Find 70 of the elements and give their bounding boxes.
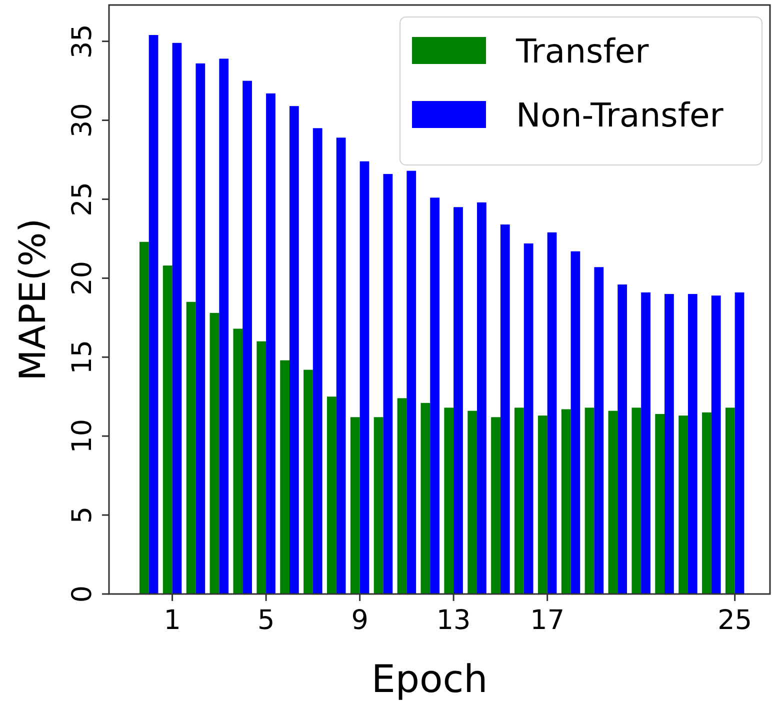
bar bbox=[406, 170, 416, 594]
bar bbox=[561, 409, 571, 594]
bar bbox=[326, 396, 336, 594]
bar bbox=[570, 251, 580, 594]
bar bbox=[491, 417, 500, 594]
x-tick-label: 9 bbox=[351, 605, 368, 636]
y-tick-label: 10 bbox=[67, 418, 98, 454]
y-tick-label: 30 bbox=[67, 103, 98, 138]
bar bbox=[266, 93, 276, 594]
bar bbox=[641, 292, 650, 594]
y-tick-label: 0 bbox=[67, 585, 98, 603]
bar bbox=[734, 292, 744, 594]
bar bbox=[162, 266, 172, 594]
bar bbox=[304, 370, 313, 594]
bar bbox=[477, 202, 486, 594]
bar bbox=[420, 402, 430, 594]
x-tick-label: 5 bbox=[257, 605, 275, 636]
bar bbox=[256, 341, 266, 594]
bar bbox=[336, 138, 346, 594]
bar bbox=[524, 243, 534, 594]
bar bbox=[172, 42, 182, 594]
y-tick-label: 20 bbox=[67, 261, 98, 296]
bar bbox=[655, 414, 665, 594]
bar bbox=[538, 416, 548, 594]
bar bbox=[664, 294, 674, 594]
bar bbox=[242, 80, 252, 594]
y-tick-label: 5 bbox=[67, 506, 98, 524]
legend-label: Transfer bbox=[515, 32, 650, 70]
x-tick-label: 13 bbox=[436, 605, 471, 636]
x-axis-title: Epoch bbox=[371, 657, 488, 701]
bar bbox=[139, 242, 149, 594]
bar bbox=[547, 232, 557, 594]
x-tick-label: 25 bbox=[718, 605, 752, 636]
bar bbox=[233, 328, 243, 594]
bar bbox=[678, 416, 688, 594]
bar bbox=[444, 408, 454, 594]
bar bbox=[514, 408, 524, 594]
bar bbox=[397, 398, 407, 594]
bar bbox=[312, 128, 322, 594]
bar bbox=[289, 106, 299, 594]
bar bbox=[632, 408, 642, 594]
bar bbox=[500, 224, 510, 594]
x-tick-label: 17 bbox=[530, 605, 564, 636]
bar bbox=[350, 417, 360, 594]
y-tick-label: 35 bbox=[67, 24, 98, 58]
bar bbox=[210, 312, 220, 594]
legend-label: Non-Transfer bbox=[516, 96, 724, 134]
bar bbox=[186, 302, 196, 594]
bar bbox=[280, 360, 290, 594]
bar bbox=[196, 63, 206, 594]
bar bbox=[468, 410, 478, 594]
bar bbox=[219, 58, 229, 594]
bar bbox=[148, 35, 158, 594]
y-axis-title: MAPE(%) bbox=[13, 218, 54, 381]
bar bbox=[594, 267, 604, 594]
bar bbox=[688, 294, 698, 594]
bar bbox=[584, 408, 594, 594]
bar bbox=[725, 408, 735, 594]
bar bbox=[383, 174, 393, 594]
bar bbox=[711, 296, 721, 594]
bar bbox=[374, 417, 384, 594]
bar bbox=[702, 412, 712, 594]
bar bbox=[360, 161, 370, 594]
bar bbox=[430, 198, 440, 594]
bar bbox=[618, 284, 628, 594]
y-tick-label: 25 bbox=[67, 182, 98, 216]
y-tick-label: 15 bbox=[67, 340, 98, 374]
bar bbox=[608, 410, 618, 594]
x-tick-label: 1 bbox=[164, 605, 181, 636]
bar bbox=[454, 207, 463, 594]
